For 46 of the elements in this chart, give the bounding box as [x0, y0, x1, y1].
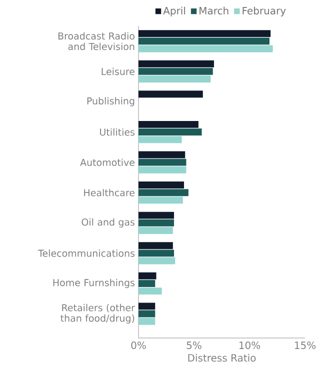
bar — [138, 158, 186, 166]
bar — [138, 166, 186, 174]
bar — [138, 242, 173, 250]
bar — [138, 288, 162, 295]
bar — [138, 189, 188, 196]
bar — [138, 68, 213, 75]
y-tick-label: Telecommunications — [38, 250, 135, 257]
y-tick-label: Automotive — [80, 158, 134, 166]
bar — [138, 318, 156, 325]
y-tick-label: Broadcast Radio and Television — [58, 32, 134, 50]
bar — [138, 136, 182, 144]
x-tick-label: 10% — [239, 342, 260, 350]
bar — [138, 302, 156, 310]
bar — [138, 219, 174, 226]
legend-label: February — [242, 6, 286, 16]
y-tick-label: Leisure — [102, 68, 134, 76]
bar — [138, 196, 183, 204]
bar — [138, 212, 174, 219]
bar — [138, 30, 271, 38]
bar — [138, 120, 198, 128]
x-tick-label: 0% — [131, 342, 146, 350]
bar — [138, 310, 156, 318]
bar — [138, 90, 203, 98]
bar — [138, 182, 184, 189]
y-tick-label: Retailers (other than food/drug) — [60, 304, 135, 324]
bar — [138, 38, 270, 45]
bar — [138, 45, 273, 52]
bar — [138, 250, 174, 257]
bar — [138, 60, 214, 68]
x-axis-title: Distress Ratio — [188, 354, 256, 362]
bar — [138, 257, 176, 264]
bar — [138, 280, 156, 287]
bar — [138, 226, 173, 234]
x-tick-label: 15% — [294, 342, 316, 350]
bar — [138, 76, 211, 82]
y-tick-label: Oil and gas — [82, 218, 135, 228]
y-tick-label: Home Furnshings — [53, 278, 135, 288]
bar — [138, 151, 186, 158]
y-tick-label: Utilities — [100, 128, 135, 136]
x-tick-label: 5% — [186, 342, 202, 350]
legend-label: March — [200, 6, 228, 14]
y-tick-label: Publishing — [87, 97, 134, 106]
y-tick-label: Healthcare — [84, 188, 134, 196]
bar — [138, 128, 202, 136]
bar — [138, 272, 156, 280]
legend-label: April — [163, 6, 186, 16]
